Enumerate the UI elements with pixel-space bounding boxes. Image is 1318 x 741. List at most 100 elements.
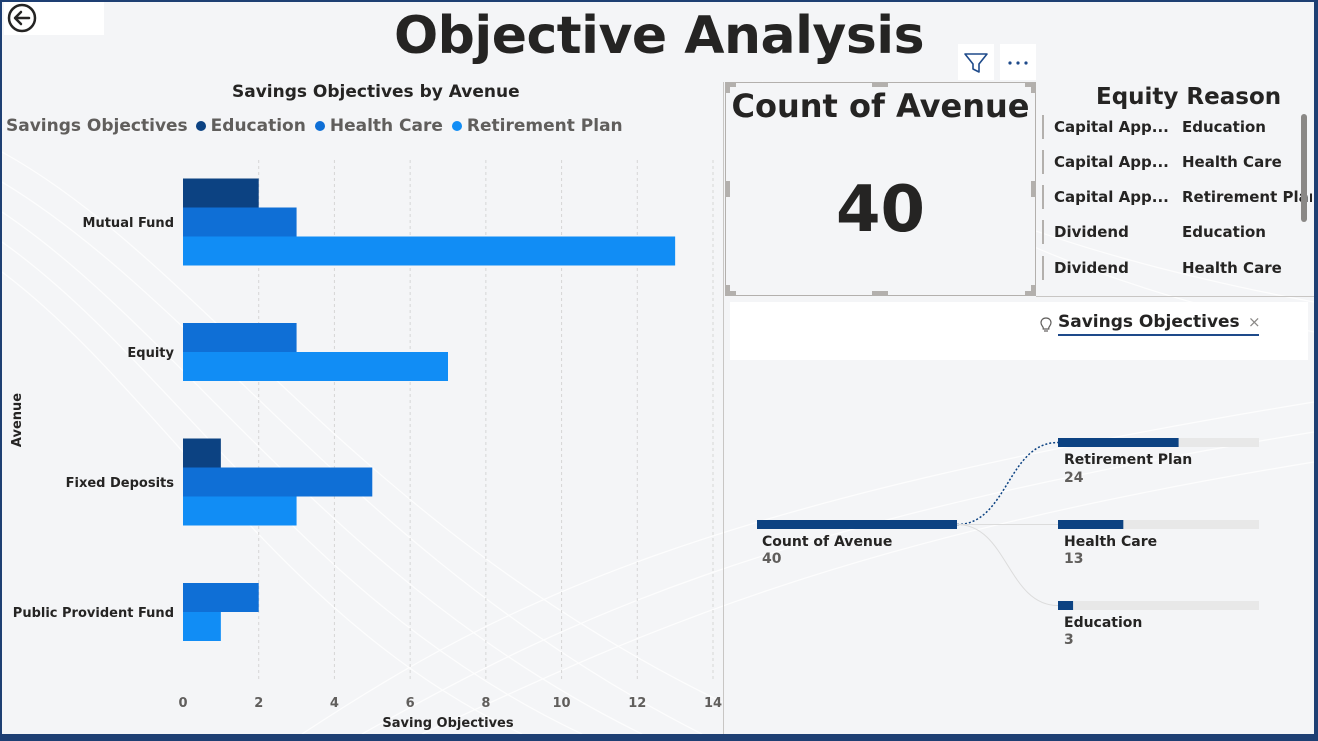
tree-node-bar [1058,438,1179,447]
cell-reason: Capital App... [1054,153,1169,171]
bar-retirement-plan [183,236,676,266]
field-chip-underline [1058,334,1259,336]
field-chip[interactable]: Savings Objectives × [1038,312,1261,338]
resize-handle[interactable] [1031,181,1035,197]
lightbulb-icon [1040,317,1052,332]
cell-objective: Education [1182,223,1266,241]
tree-node-label: Retirement Plan [1064,452,1193,468]
bar-health-care [183,323,297,352]
resize-handle[interactable] [726,285,730,295]
legend-item-retirement-plan[interactable]: Retirement Plan [451,116,623,136]
legend-item-health-care[interactable]: Health Care [314,116,443,136]
resize-handle[interactable] [726,83,730,93]
cell-objective: Education [1182,118,1266,136]
cell-objective: Health Care [1182,153,1282,171]
x-tick-label: 0 [178,696,187,711]
back-button[interactable] [4,2,104,35]
x-tick-label: 4 [330,696,339,711]
category-label: Fixed Deposits [66,476,175,491]
bar-retirement-plan [183,612,221,641]
tree-node-bar [1058,601,1074,610]
bar-health-care [183,207,297,237]
field-chip-label: Savings Objectives [1058,312,1240,332]
bar-education [183,438,221,468]
bar-health-care [183,467,373,497]
resize-handle[interactable] [1031,285,1035,295]
resize-handle[interactable] [726,83,736,87]
cell-reason: Dividend [1054,223,1129,241]
resize-handle[interactable] [726,291,736,295]
tree-link-selected [956,441,1059,526]
bar-chart-title: Savings Objectives by Avenue [232,82,520,102]
filter-icon [964,53,988,73]
x-axis-title: Saving Objectives [382,716,513,731]
category-label: Public Provident Fund [13,606,174,621]
cell-objective: Retirement Plan [1182,188,1312,206]
row-divider [1042,185,1044,209]
x-tick-label: 10 [553,696,571,711]
card-value: 40 [835,173,926,247]
resize-handle[interactable] [1025,291,1035,295]
filter-button[interactable] [958,44,994,80]
category-label: Equity [127,346,174,361]
table-title: Equity Reason [1096,84,1282,110]
resize-handle[interactable] [872,83,888,87]
resize-handle[interactable] [1031,83,1035,93]
bar-retirement-plan [183,352,448,381]
table-row[interactable]: Capital App... Retirement Plan [1042,185,1312,209]
row-divider [1042,115,1044,139]
legend-label: Health Care [329,116,443,136]
legend-dot-education [195,121,206,131]
table-row[interactable]: Dividend Education [1042,220,1312,244]
row-divider [1042,256,1044,280]
bar-health-care [183,583,259,612]
resize-handle[interactable] [1025,83,1035,87]
x-tick-label: 14 [704,696,722,711]
table-row[interactable]: Capital App... Health Care [1042,150,1312,174]
tree-node-value: 13 [1064,551,1084,567]
row-divider [1042,220,1044,244]
equity-reason-table: Capital App... Education Capital App... … [1042,108,1312,298]
x-tick-label: 8 [481,696,490,711]
row-divider [1042,150,1044,174]
table-row[interactable]: Dividend Health Care [1042,256,1312,280]
tree-node-track [1058,601,1259,610]
cell-reason: Capital App... [1054,118,1169,136]
table-scrollbar[interactable] [1301,114,1307,222]
x-tick-label: 2 [254,696,263,711]
legend-label: Retirement Plan [466,116,623,136]
more-options-icon [1008,61,1028,65]
more-options-button[interactable] [1000,44,1036,80]
x-tick-label: 6 [406,696,415,711]
category-label: Mutual Fund [83,216,174,231]
x-tick-label: 12 [628,696,646,711]
close-icon[interactable]: × [1248,313,1261,331]
y-axis-title: Avenue [10,393,25,447]
resize-handle[interactable] [872,291,888,295]
cell-reason: Dividend [1054,259,1129,277]
tree-node-track [1058,520,1259,529]
table-divider [1036,296,1314,297]
tree-link [956,524,1059,606]
cell-reason: Capital App... [1054,188,1169,206]
legend-title: Savings Objectives [6,116,188,136]
resize-handle[interactable] [726,181,730,197]
tree-node-bar [1058,520,1124,529]
count-card[interactable]: Count of Avenue 40 [725,82,1036,296]
bar-chart: 0 2 4 6 8 10 12 14 Saving Objectives Avenue Mutual… [10,160,722,731]
legend-label: Education [210,116,306,136]
legend-dot-retirement-plan [451,121,462,131]
tree-root-value: 40 [762,551,782,567]
decomposition-tree-header [730,302,1308,360]
visual-header [958,44,1036,80]
legend-item-education[interactable]: Education [195,116,306,136]
bar-chart-legend: Savings Objectives Education Health Care… [6,116,632,136]
cell-objective: Health Care [1182,259,1282,277]
bar-education [183,178,259,208]
card-title: Count of Avenue [731,87,1030,125]
bar-retirement-plan [183,496,297,526]
tree-node-label: Education [1064,615,1143,631]
table-row[interactable]: Capital App... Education [1042,115,1312,139]
tree-node-value: 3 [1064,632,1074,648]
